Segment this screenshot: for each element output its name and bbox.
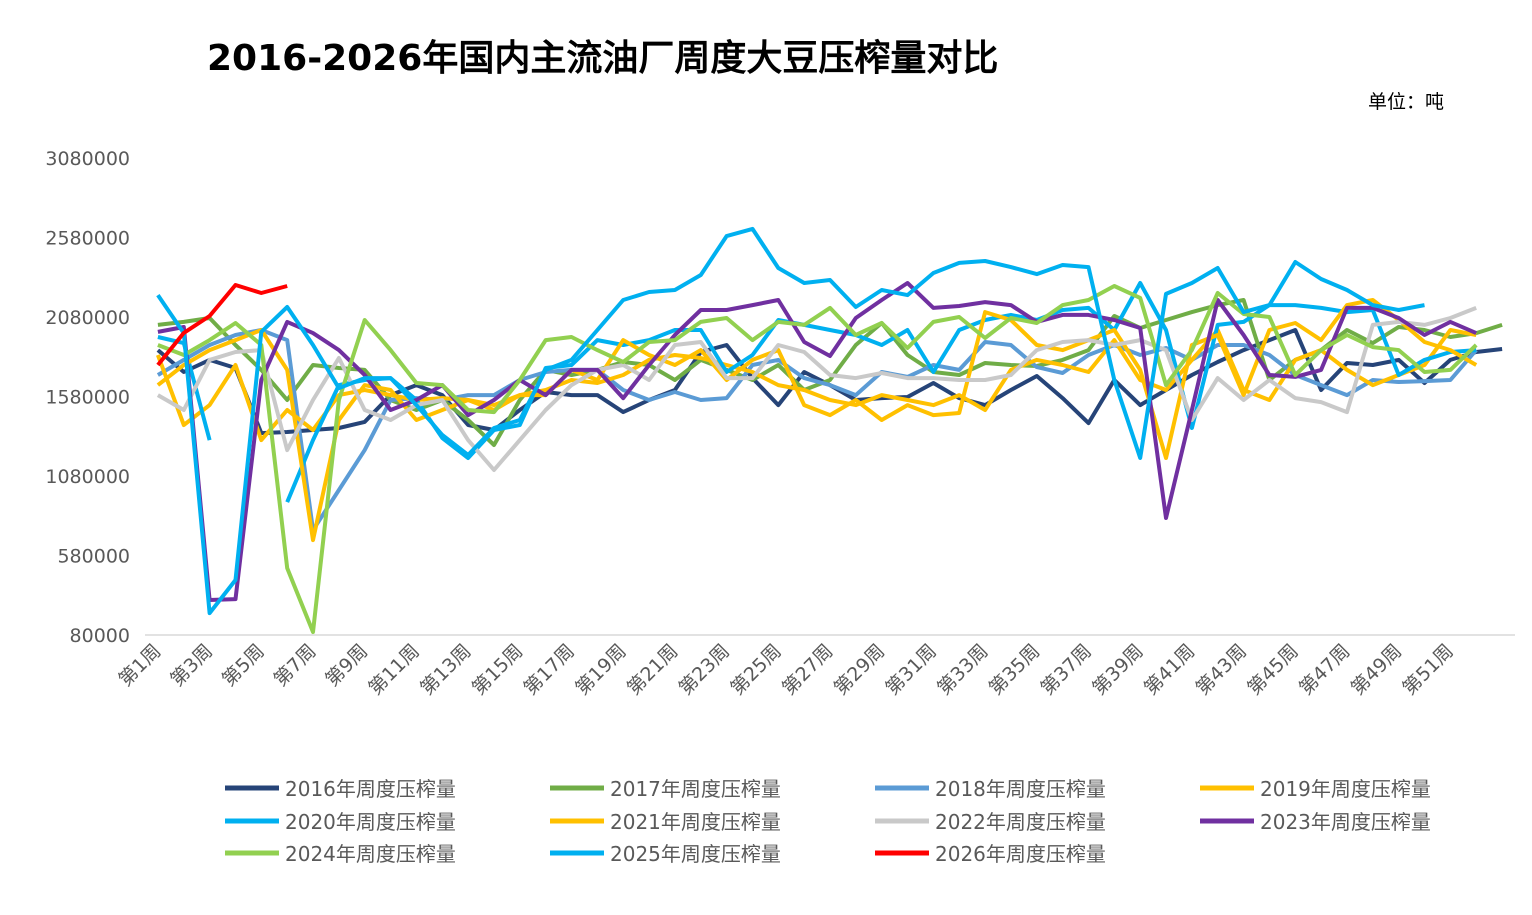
series-line-2021年周度压榨量 <box>156 298 1478 543</box>
x-tick-label: 第39周 <box>1088 640 1148 700</box>
series-line-2018年周度压榨量 <box>156 328 1478 533</box>
x-tick-label: 第5周 <box>218 640 269 691</box>
legend-label: 2019年周度压榨量 <box>1260 777 1431 801</box>
legend-label: 2016年周度压榨量 <box>285 777 456 801</box>
y-tick-label: 1580000 <box>45 387 130 409</box>
y-tick-label: 580000 <box>57 546 130 568</box>
x-tick-label: 第3周 <box>166 640 217 691</box>
x-tick-label: 第51周 <box>1398 640 1458 700</box>
x-tick-label: 第15周 <box>468 640 528 700</box>
y-tick-label: 1080000 <box>45 466 130 488</box>
legend-item: 2022年周度压榨量 <box>875 810 1106 834</box>
x-tick-label: 第7周 <box>270 640 321 691</box>
x-tick-label: 第23周 <box>675 640 735 700</box>
legend-item: 2023年周度压榨量 <box>1200 810 1431 834</box>
x-tick-label: 第41周 <box>1140 640 1200 700</box>
x-tick-label: 第19周 <box>571 640 631 700</box>
x-tick-label: 第21周 <box>623 640 683 700</box>
y-axis-ticks: 80000 580000 1080000 1580000 2080000 2580000 3… <box>45 148 130 647</box>
legend-label: 2018年周度压榨量 <box>935 777 1106 801</box>
chart-title: 2016-2026年国内主流油厂周度大豆压榨量对比 <box>207 37 998 79</box>
y-tick-label: 2080000 <box>45 307 130 329</box>
x-tick-label: 第35周 <box>985 640 1045 700</box>
series-line-2024年周度压榨量 <box>157 284 1478 634</box>
series-line-2023年周度压榨量 <box>157 281 1477 602</box>
legend-item: 2021年周度压榨量 <box>550 810 781 834</box>
legend-label: 2023年周度压榨量 <box>1260 810 1431 834</box>
x-tick-label: 第43周 <box>1192 640 1252 700</box>
y-tick-label: 3080000 <box>45 148 130 170</box>
series-line-2022年周度压榨量 <box>156 306 1477 472</box>
x-tick-label: 第47周 <box>1295 640 1355 700</box>
legend-label: 2021年周度压榨量 <box>610 810 781 834</box>
legend-label: 2026年周度压榨量 <box>935 842 1106 866</box>
series-line-2025年周度压榨量 <box>156 226 1425 616</box>
legend-label: 2017年周度压榨量 <box>610 777 781 801</box>
x-tick-label: 第29周 <box>830 640 890 700</box>
legend-item: 2020年周度压榨量 <box>225 810 456 834</box>
x-tick-label: 第11周 <box>364 640 424 700</box>
legend-item: 2019年周度压榨量 <box>1200 777 1431 801</box>
legend-item: 2016年周度压榨量 <box>225 777 456 801</box>
x-tick-label: 第17周 <box>520 640 580 700</box>
series-lines <box>156 226 1503 634</box>
legend-item: 2026年周度压榨量 <box>875 842 1106 866</box>
x-tick-label: 第1周 <box>114 640 165 691</box>
legend: 2016年周度压榨量 2017年周度压榨量 2018年周度压榨量 2019年周度压榨量… <box>225 777 1431 866</box>
x-tick-label: 第13周 <box>416 640 476 700</box>
series-line-2026年周度压榨量 <box>156 283 288 367</box>
y-tick-label: 80000 <box>70 625 130 647</box>
legend-label: 2020年周度压榨量 <box>285 810 456 834</box>
x-tick-label: 第33周 <box>933 640 993 700</box>
legend-label: 2025年周度压榨量 <box>610 842 781 866</box>
x-tick-label: 第49周 <box>1347 640 1407 700</box>
x-tick-label: 第25周 <box>726 640 786 700</box>
legend-item: 2024年周度压榨量 <box>225 842 456 866</box>
legend-item: 2018年周度压榨量 <box>875 777 1106 801</box>
x-tick-label: 第37周 <box>1036 640 1096 700</box>
legend-label: 2022年周度压榨量 <box>935 810 1106 834</box>
x-tick-label: 第31周 <box>881 640 941 700</box>
x-tick-label: 第27周 <box>778 640 838 700</box>
legend-item: 2025年周度压榨量 <box>550 842 781 866</box>
unit-label: 单位：吨 <box>1368 91 1444 113</box>
x-axis-ticks: 第1周 第3周 第5周 第7周 第9周第11周第13周第15周第17周第19周第21周第… <box>114 640 1457 700</box>
legend-item: 2017年周度压榨量 <box>550 777 781 801</box>
legend-label: 2024年周度压榨量 <box>285 842 456 866</box>
y-tick-label: 2580000 <box>45 228 130 250</box>
x-tick-label: 第45周 <box>1243 640 1303 700</box>
